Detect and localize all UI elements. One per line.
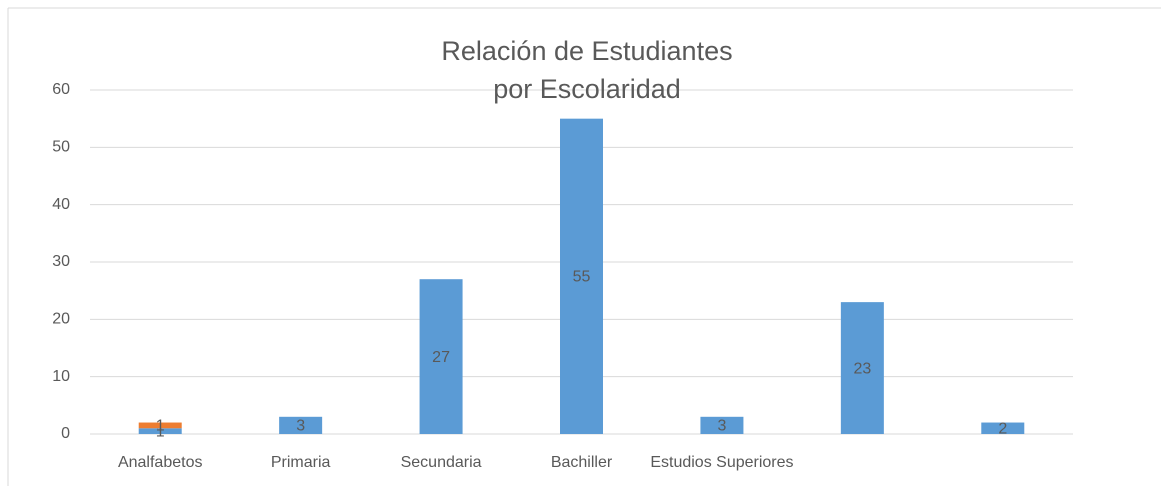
y-tick-label: 30 [52,253,70,270]
data-label: 27 [432,349,450,366]
data-label: 3 [717,418,726,435]
bar [560,118,603,435]
y-tick-label: 10 [52,368,70,385]
y-tick-label: 50 [52,139,70,156]
bar [419,279,463,434]
bar [138,422,182,429]
x-tick-label: Secundaria [401,454,482,471]
x-tick-label: Bachiller [551,454,613,471]
y-tick-label: 40 [52,196,70,213]
bar [840,302,884,434]
data-label: 3 [296,418,305,435]
y-tick-label: 20 [52,311,70,328]
bar [700,416,744,434]
y-tick-label: 60 [52,81,70,98]
chart-title: Relación de Estudiantes por Escolaridad [441,36,733,104]
bar [981,422,1025,434]
data-label: 2 [998,420,1007,437]
bar [279,416,323,434]
data-label: 55 [573,269,591,286]
y-tick-label: 0 [61,425,70,442]
x-tick-label: Estudios Superiores [650,454,793,471]
bar [138,428,182,434]
data-label: 23 [853,360,871,377]
data-label: 1 [156,423,165,440]
x-tick-label: Analfabetos [118,454,203,471]
x-tick-label: Primaria [271,454,331,471]
data-label: 1 [156,418,165,435]
